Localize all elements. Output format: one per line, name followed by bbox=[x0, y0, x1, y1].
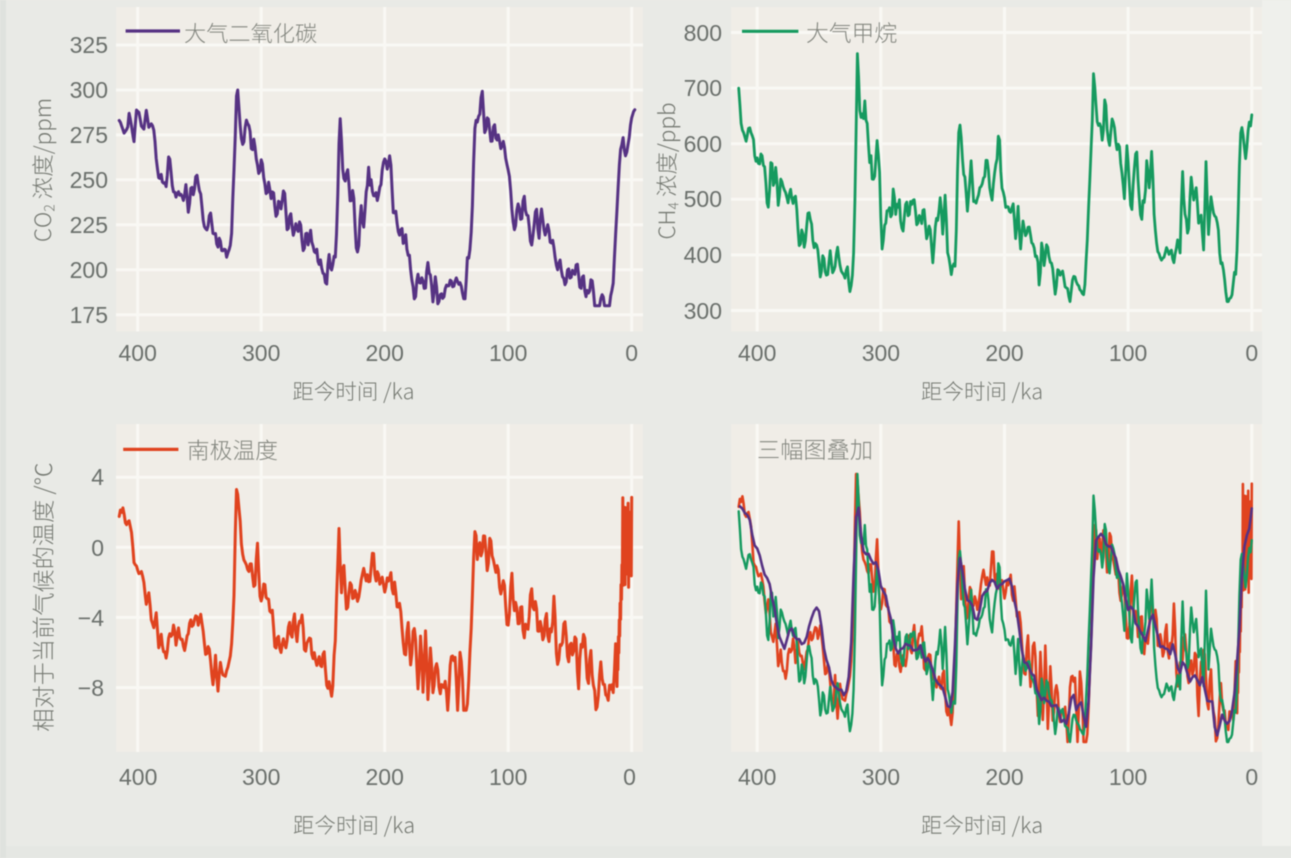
svg-text:4: 4 bbox=[91, 464, 104, 490]
svg-text:700: 700 bbox=[684, 75, 722, 101]
svg-text:0: 0 bbox=[91, 535, 104, 561]
svg-text:300: 300 bbox=[242, 764, 280, 790]
svg-text:400: 400 bbox=[119, 764, 157, 790]
svg-text:0: 0 bbox=[623, 764, 636, 790]
svg-text:175: 175 bbox=[70, 302, 108, 328]
svg-text:300: 300 bbox=[70, 77, 108, 103]
svg-text:100: 100 bbox=[1109, 340, 1147, 366]
svg-text:300: 300 bbox=[684, 298, 722, 324]
svg-text:275: 275 bbox=[70, 122, 108, 148]
svg-text:600: 600 bbox=[684, 131, 722, 157]
svg-text:200: 200 bbox=[985, 764, 1023, 790]
svg-text:400: 400 bbox=[738, 340, 776, 366]
svg-text:0: 0 bbox=[1245, 340, 1258, 366]
svg-text:100: 100 bbox=[1109, 764, 1147, 790]
svg-text:0: 0 bbox=[1245, 764, 1258, 790]
svg-text:325: 325 bbox=[70, 32, 108, 58]
svg-text:200: 200 bbox=[366, 340, 404, 366]
svg-text:400: 400 bbox=[119, 340, 157, 366]
svg-text:300: 300 bbox=[862, 340, 900, 366]
svg-text:200: 200 bbox=[70, 257, 108, 283]
svg-text:−4: −4 bbox=[78, 605, 104, 631]
svg-text:0: 0 bbox=[625, 340, 638, 366]
svg-text:800: 800 bbox=[684, 20, 722, 46]
svg-text:250: 250 bbox=[70, 167, 108, 193]
svg-text:225: 225 bbox=[70, 212, 108, 238]
svg-text:500: 500 bbox=[684, 186, 722, 212]
svg-text:100: 100 bbox=[489, 340, 527, 366]
svg-text:200: 200 bbox=[366, 764, 404, 790]
svg-text:400: 400 bbox=[684, 242, 722, 268]
svg-text:300: 300 bbox=[862, 764, 900, 790]
svg-text:200: 200 bbox=[985, 340, 1023, 366]
svg-text:100: 100 bbox=[489, 764, 527, 790]
svg-text:400: 400 bbox=[738, 764, 776, 790]
svg-text:−8: −8 bbox=[78, 675, 104, 701]
svg-text:300: 300 bbox=[242, 340, 280, 366]
